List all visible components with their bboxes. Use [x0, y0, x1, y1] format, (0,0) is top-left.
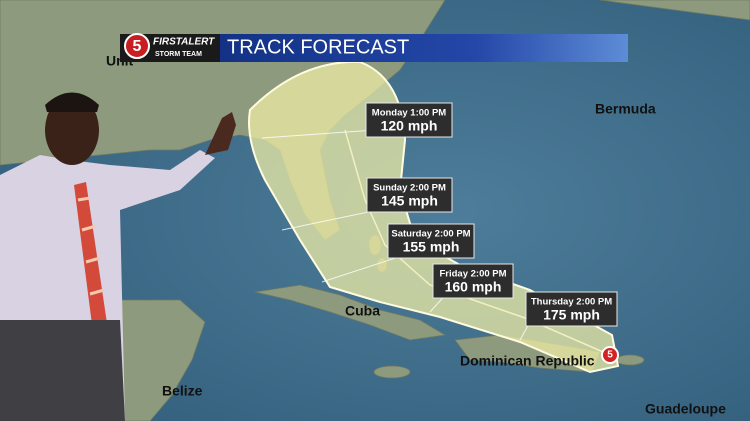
storm-category: 5 [607, 350, 613, 361]
forecast-time: Saturday 2:00 PM [391, 229, 470, 240]
place-label: Belize [162, 383, 203, 399]
forecast-box-bg [366, 177, 453, 213]
forecast-time: Monday 1:00 PM [372, 108, 447, 119]
place-label: Dominican Republic [460, 353, 595, 369]
presenter [0, 92, 236, 421]
title: TRACK FORECAST [227, 36, 409, 58]
forecast-wind: 160 mph [445, 279, 502, 295]
brand: FIRSTALERT [153, 37, 215, 48]
forecast-box-bg [365, 102, 453, 138]
place-label: Guadeloupe [645, 401, 726, 417]
forecast-wind: 145 mph [381, 193, 438, 209]
brand-team: STORM TEAM [155, 51, 202, 58]
forecast-time: Thursday 2:00 PM [531, 297, 612, 308]
forecast-box-bg [525, 291, 618, 327]
title-bar: 5 FIRSTALERT STORM TEAM TRACK FORECAST [120, 33, 628, 62]
forecast-time: Sunday 2:00 PM [373, 183, 446, 194]
forecast-time: Friday 2:00 PM [439, 269, 506, 280]
forecast-wind: 175 mph [543, 307, 600, 323]
place-label: Cuba [345, 303, 380, 319]
forecast-wind: 120 mph [381, 118, 438, 134]
forecast-wind: 155 mph [403, 239, 460, 255]
forecast-box-bg [387, 223, 475, 259]
forecast-box-bg [432, 263, 514, 299]
storm-icon: 5 [601, 346, 619, 364]
place-label: Bermuda [595, 101, 656, 117]
logo-number: 5 [133, 38, 142, 55]
